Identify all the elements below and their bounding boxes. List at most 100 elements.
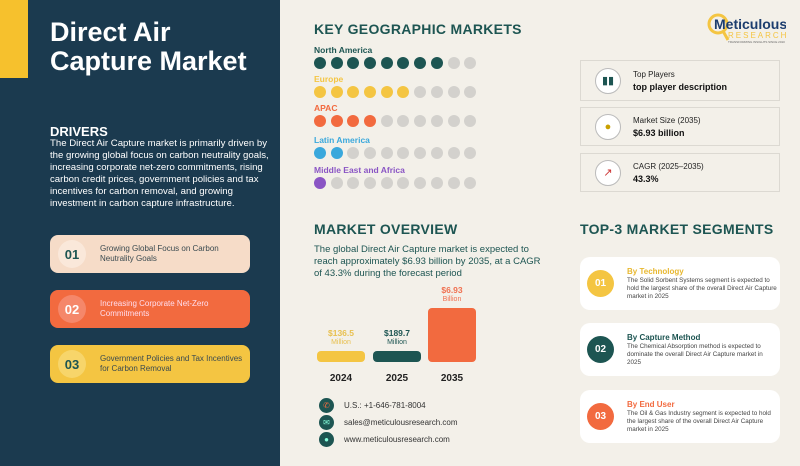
segment-title: By End User — [627, 399, 675, 409]
region-label: APAC — [314, 103, 338, 113]
contact-text: www.meticulousresearch.com — [344, 435, 450, 444]
growth-chart-icon: ↗ — [595, 159, 621, 186]
empty-dot — [347, 177, 360, 189]
filled-dot — [347, 86, 360, 98]
driver-number: 01 — [58, 240, 86, 268]
left-panel — [0, 0, 280, 466]
bar-value: $189.7 — [384, 328, 410, 338]
empty-dot — [447, 86, 460, 98]
region-dots — [314, 147, 477, 159]
money-bag-icon: ● — [595, 113, 621, 140]
empty-dot — [430, 86, 443, 98]
bar-2025 — [373, 351, 421, 362]
contact-text: sales@meticulousresearch.com — [344, 418, 458, 427]
bar-chart-icon: ▮▮ — [595, 67, 621, 94]
filled-dot — [397, 86, 410, 98]
segment-number: 01 — [587, 270, 614, 297]
segment-description: The Chemical Absorption method is expect… — [627, 342, 763, 366]
driver-item: 03 Government Policies and Tax Incentives… — [50, 345, 250, 383]
contact-email[interactable]: ✉ sales@meticulousresearch.com — [319, 415, 458, 430]
empty-dot — [347, 147, 360, 159]
contact-text: U.S.: +1-646-781-8004 — [344, 401, 426, 410]
stat-card-top-players: ▮▮ Top Players top player description — [580, 60, 780, 101]
filled-dot — [330, 57, 343, 69]
bar-data-label: $6.93 Billion — [422, 286, 482, 304]
empty-dot — [414, 177, 427, 189]
region-label: North America — [314, 45, 373, 55]
stat-value: 43.3% — [633, 173, 659, 184]
stat-value: top player description — [633, 81, 728, 92]
filled-dot — [314, 147, 326, 159]
stat-label: Market Size (2035) — [633, 115, 701, 125]
empty-dot — [380, 147, 393, 159]
bar-unit: Billion — [442, 296, 462, 303]
empty-dot — [430, 147, 443, 159]
x-tick-label: 2035 — [440, 373, 464, 384]
empty-dot — [447, 57, 460, 69]
filled-dot — [314, 86, 326, 98]
x-tick-label: 2025 — [385, 373, 409, 384]
geo-heading: KEY GEOGRAPHIC MARKETS — [314, 21, 522, 37]
driver-label: Increasing Corporate Net-Zero Commitment… — [100, 299, 209, 318]
filled-dot — [330, 86, 343, 98]
svg-text:RESEARCH: RESEARCH — [728, 31, 786, 40]
drivers-heading: DRIVERS — [50, 124, 108, 139]
driver-item: 01 Growing Global Focus on Carbon Neutral… — [50, 235, 250, 273]
bar-2024 — [317, 351, 365, 362]
filled-dot — [330, 147, 343, 159]
contact-website[interactable]: ● www.meticulousresearch.com — [319, 432, 450, 447]
bar-data-label: $189.7 Million — [367, 329, 427, 347]
globe-icon: ● — [319, 432, 334, 447]
empty-dot — [380, 177, 393, 189]
empty-dot — [464, 57, 477, 69]
driver-number: 03 — [58, 350, 86, 378]
empty-dot — [397, 115, 410, 127]
filled-dot — [330, 115, 343, 127]
filled-dot — [347, 115, 360, 127]
segment-number: 03 — [587, 403, 614, 430]
empty-dot — [447, 115, 460, 127]
region-dots — [314, 115, 477, 127]
stat-card-cagr: ↗ CAGR (2025–2035) 43.3% — [580, 153, 780, 192]
segment-card: 02 By Capture Method The Chemical Absorpti… — [580, 323, 780, 376]
empty-dot — [464, 177, 477, 189]
region-dots — [314, 86, 477, 98]
empty-dot — [414, 147, 427, 159]
drivers-text: The Direct Air Capture market is primari… — [50, 138, 269, 209]
email-icon: ✉ — [319, 415, 334, 430]
segment-number: 02 — [587, 336, 614, 363]
empty-dot — [380, 115, 393, 127]
filled-dot — [347, 57, 360, 69]
bar-unit: Million — [331, 339, 351, 346]
segment-card: 01 By Technology The Solid Sorbent Systems… — [580, 257, 780, 310]
empty-dot — [430, 115, 443, 127]
overview-text: The global Direct Air Capture market is … — [314, 244, 541, 279]
filled-dot — [414, 57, 427, 69]
segment-title: By Capture Method — [627, 332, 701, 342]
bar-unit: Million — [387, 339, 407, 346]
filled-dot — [314, 177, 326, 189]
contact-phone[interactable]: ✆ U.S.: +1-646-781-8004 — [319, 398, 426, 413]
empty-dot — [430, 177, 443, 189]
filled-dot — [364, 86, 377, 98]
filled-dot — [314, 57, 326, 69]
region-dots — [314, 177, 477, 189]
filled-dot — [380, 57, 393, 69]
bar-value: $136.5 — [328, 328, 354, 338]
empty-dot — [364, 177, 377, 189]
driver-item: 02 Increasing Corporate Net-Zero Commitme… — [50, 290, 250, 328]
empty-dot — [464, 115, 477, 127]
stat-value: $6.93 billion — [633, 127, 685, 138]
filled-dot — [380, 86, 393, 98]
empty-dot — [414, 86, 427, 98]
stat-card-market-size: ● Market Size (2035) $6.93 billion — [580, 107, 780, 146]
filled-dot — [430, 57, 443, 69]
empty-dot — [330, 177, 343, 189]
filled-dot — [364, 57, 377, 69]
bar-2035 — [428, 308, 476, 362]
empty-dot — [414, 115, 427, 127]
filled-dot — [397, 57, 410, 69]
driver-label: Growing Global Focus on Carbon Neutralit… — [100, 244, 219, 263]
driver-label: Government Policies and Tax Incentives f… — [100, 354, 243, 373]
meticulous-research-logo: Meticulous RESEARCH TRANSFORMING INSIGHT… — [707, 13, 786, 44]
